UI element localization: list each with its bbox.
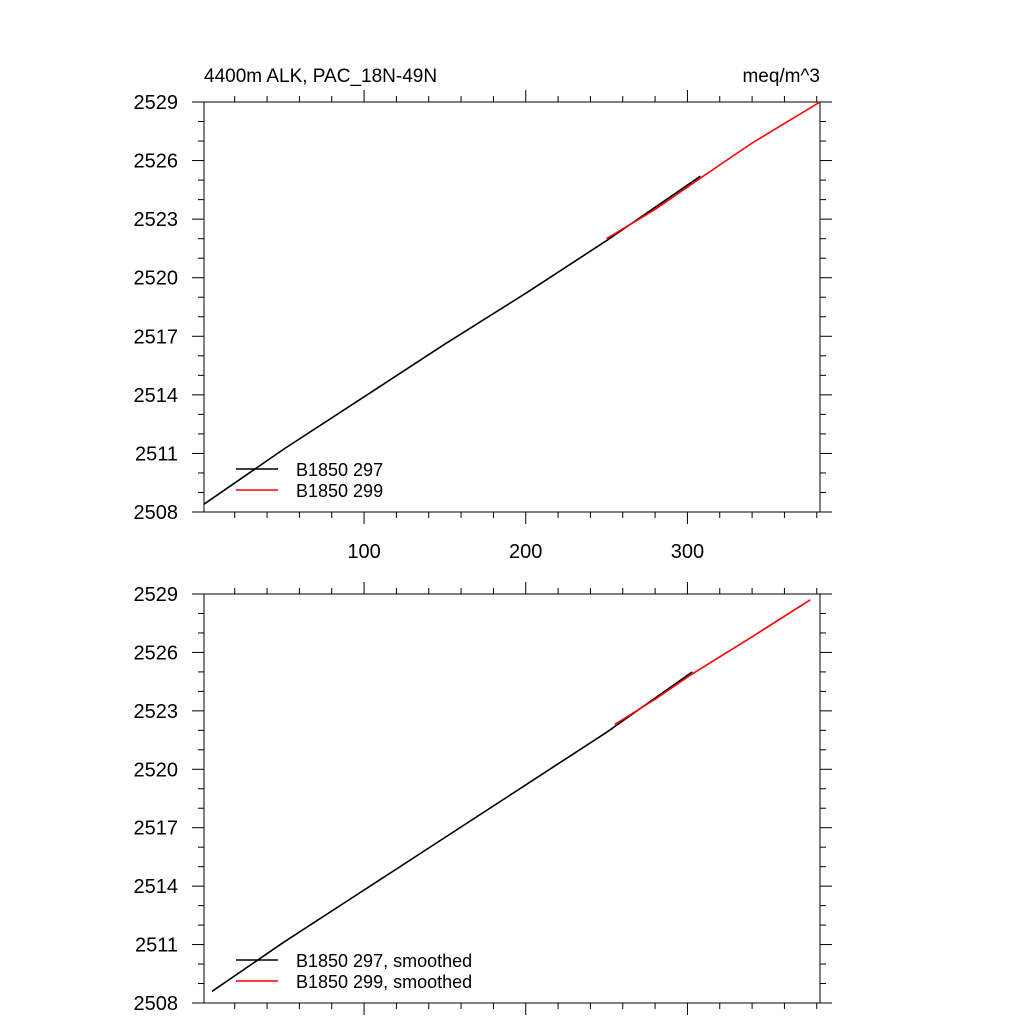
y-tick-label: 2517 bbox=[134, 326, 179, 348]
chart-title-left: 4400m ALK, PAC_18N-49N bbox=[204, 66, 437, 87]
y-tick-label: 2514 bbox=[134, 876, 179, 898]
y-tick-label: 2511 bbox=[135, 935, 178, 957]
series-line-b bbox=[606, 101, 821, 240]
y-tick-label: 2523 bbox=[134, 209, 179, 231]
y-tick-label: 2517 bbox=[134, 818, 179, 840]
chart-title-right: meq/m^3 bbox=[742, 66, 820, 87]
y-tick-label: 2529 bbox=[134, 584, 179, 606]
y-tick-label: 2508 bbox=[134, 993, 179, 1015]
y-tick-label: 2526 bbox=[134, 642, 179, 664]
legend-label: B1850 297 bbox=[296, 460, 383, 480]
legend-label: B1850 297, smoothed bbox=[296, 951, 472, 971]
y-tick-label: 2529 bbox=[134, 92, 179, 114]
legend-label: B1850 299, smoothed bbox=[296, 972, 472, 992]
y-tick-label: 2526 bbox=[134, 151, 179, 173]
y-tick-label: 2520 bbox=[134, 759, 179, 781]
legend-label: B1850 299 bbox=[296, 481, 383, 501]
plot-frame bbox=[203, 593, 821, 1004]
bottom-panel: 2508 2511 2514 2517 2520 2523 2526 2529 B1850 29… bbox=[134, 582, 832, 1015]
series-line-a bbox=[211, 671, 693, 992]
y-tick-label: 2523 bbox=[134, 701, 179, 723]
x-tick-label: 200 bbox=[509, 541, 542, 563]
y-tick-label: 2508 bbox=[134, 502, 179, 524]
plot-frame bbox=[203, 101, 821, 513]
y-tick-label: 2520 bbox=[134, 268, 179, 290]
y-tick-label: 2514 bbox=[134, 385, 179, 407]
top-panel: 2508 2511 2514 2517 2520 2523 2526 2529 100 200 30… bbox=[134, 90, 832, 563]
x-tick-label: 100 bbox=[347, 541, 380, 563]
y-tick-label: 2511 bbox=[135, 443, 178, 465]
series-line-b bbox=[614, 599, 811, 726]
x-tick-label: 300 bbox=[671, 541, 704, 563]
series-line-a bbox=[203, 175, 701, 505]
